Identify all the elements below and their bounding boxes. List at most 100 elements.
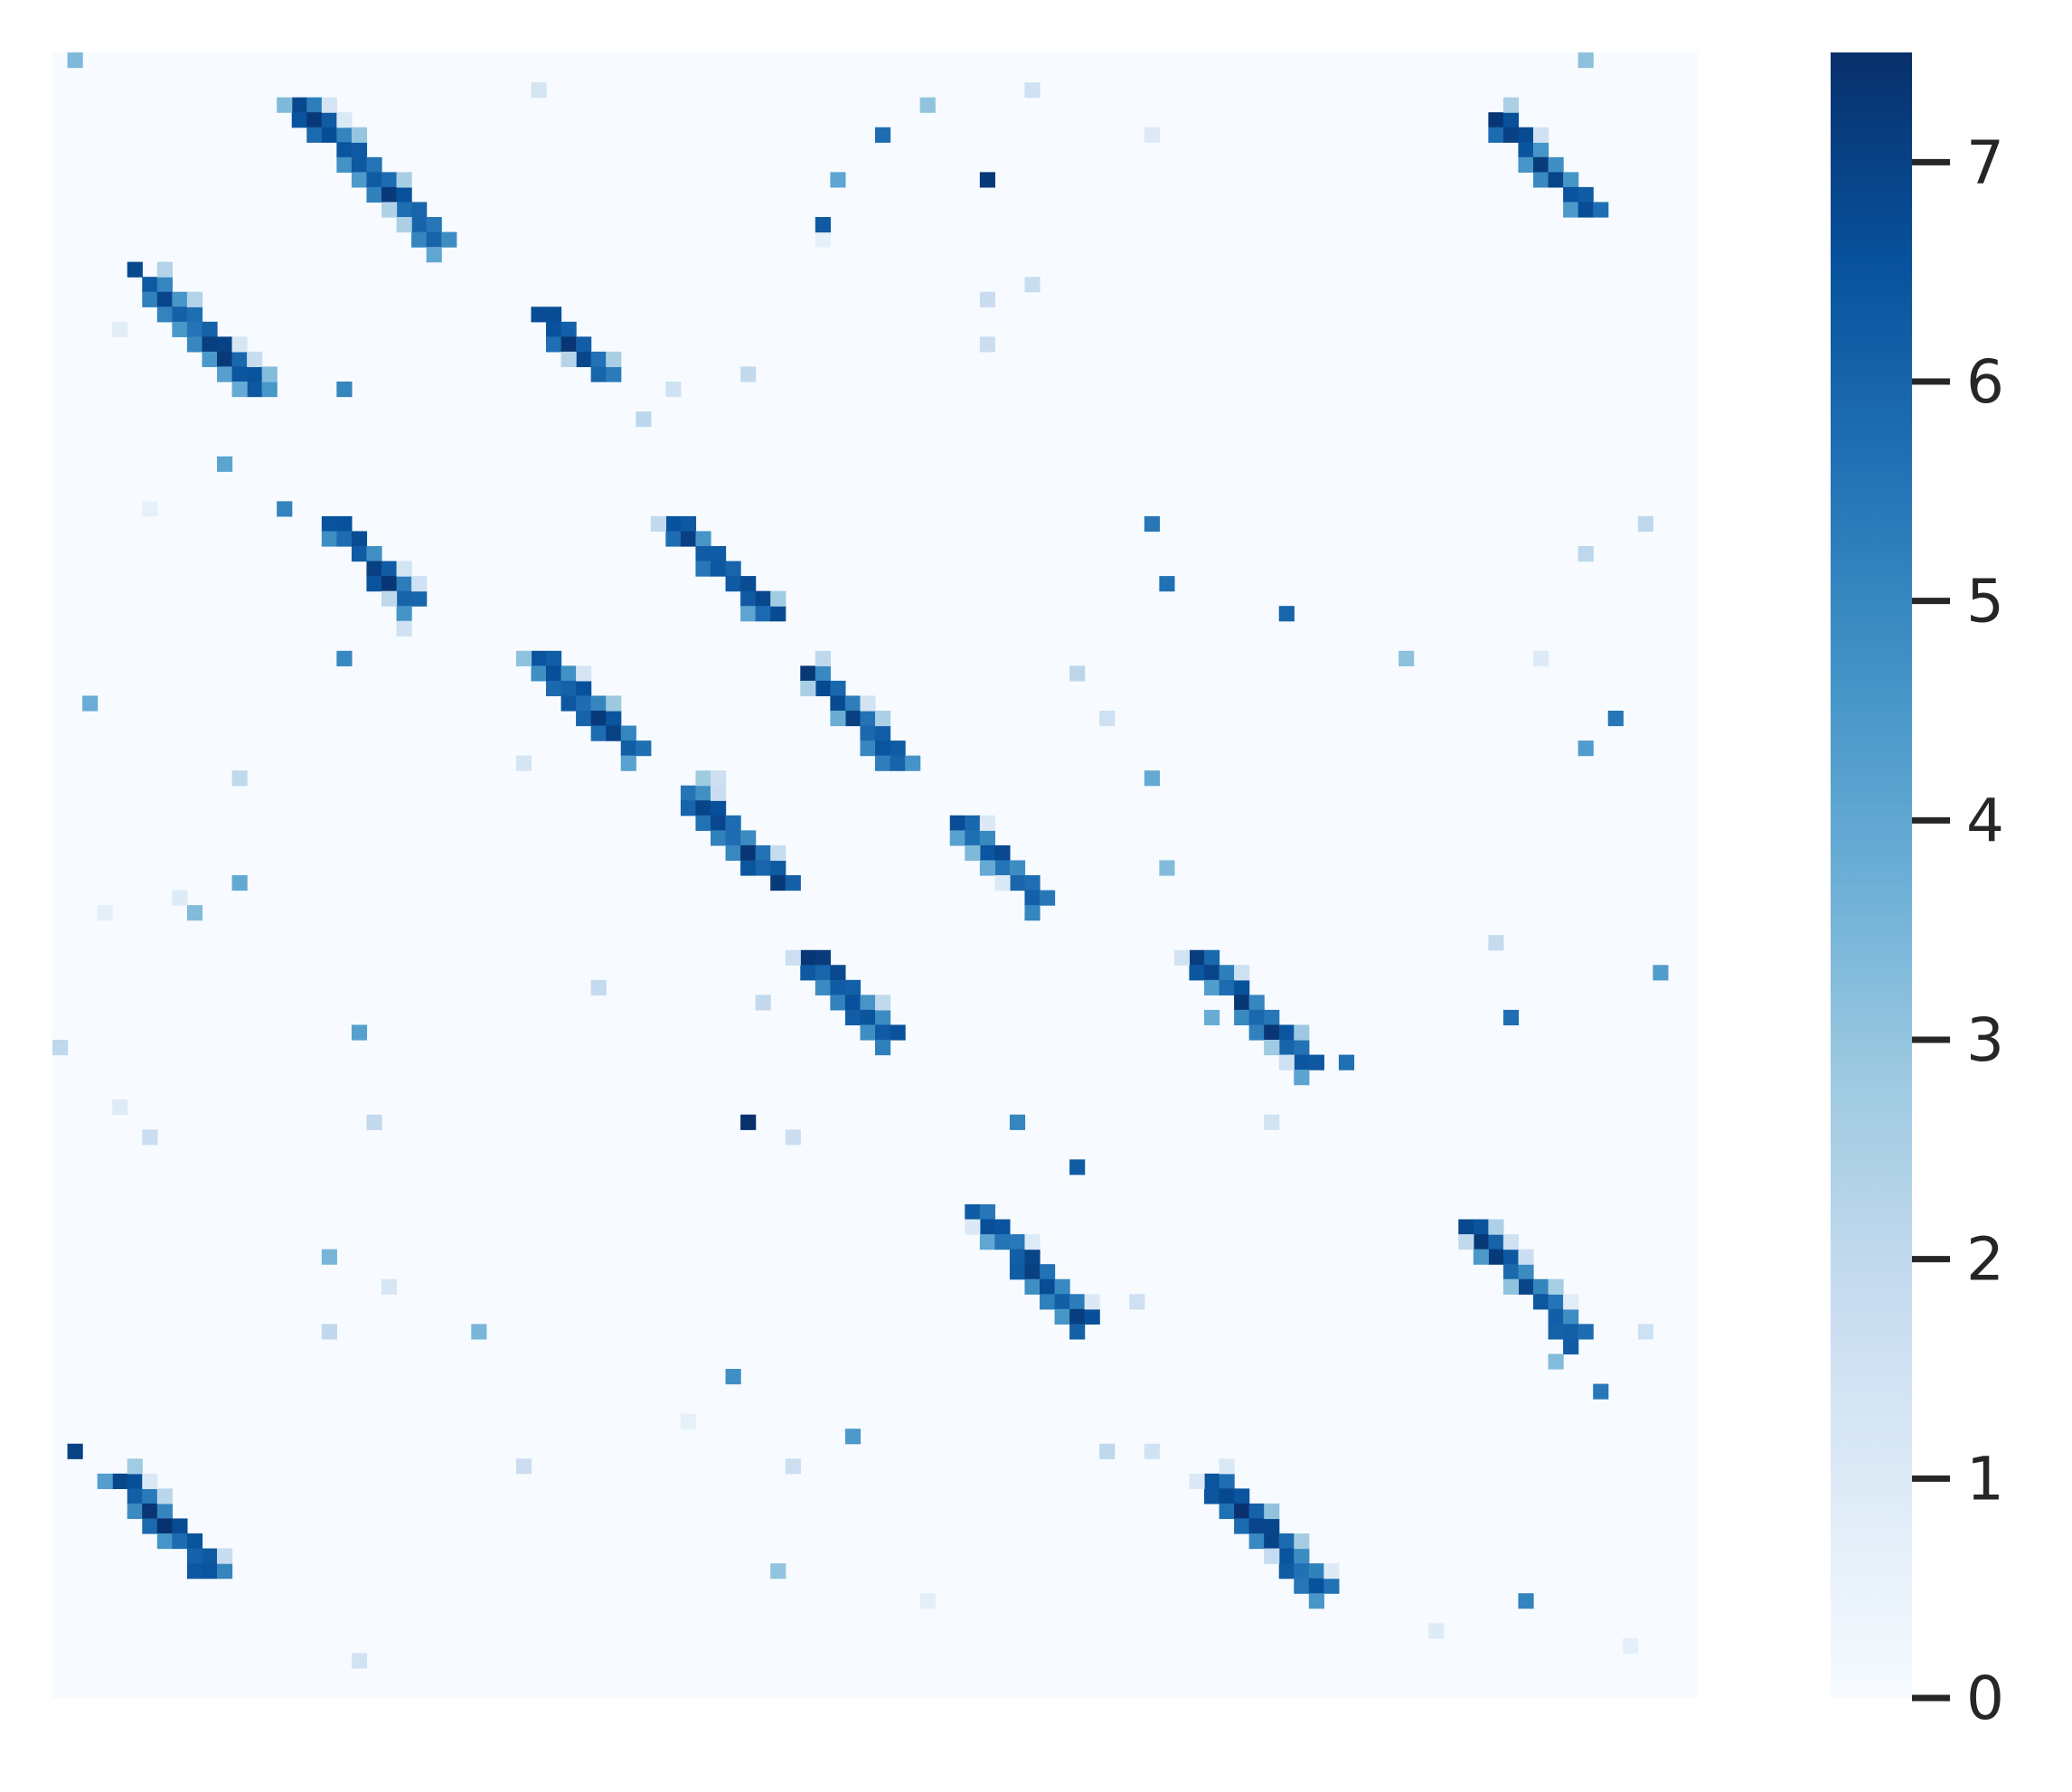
heatmap-cell	[815, 949, 831, 966]
heatmap-cell	[695, 770, 711, 787]
heatmap-cell	[1518, 142, 1534, 158]
heatmap-cell	[860, 1009, 876, 1026]
heatmap-cell	[531, 82, 547, 99]
heatmap-cell	[1578, 202, 1594, 218]
heatmap-cell	[261, 366, 278, 382]
heatmap-cell	[919, 1593, 936, 1609]
heatmap-cell	[576, 665, 592, 682]
heatmap-cell	[1533, 1294, 1549, 1310]
heatmap-cell	[1458, 1234, 1474, 1250]
heatmap-cell	[665, 531, 682, 547]
heatmap-cell	[321, 127, 337, 143]
heatmap-cell	[740, 576, 757, 592]
heatmap-cell	[231, 366, 248, 382]
heatmap-cell	[844, 979, 862, 995]
heatmap-cell	[1009, 1234, 1026, 1250]
heatmap-cell	[650, 515, 666, 533]
heatmap-cells	[52, 52, 1698, 1698]
heatmap-cell	[576, 336, 592, 353]
heatmap-cell	[860, 695, 876, 712]
heatmap-cell	[979, 291, 995, 307]
heatmap-cell	[247, 382, 263, 398]
heatmap-cell	[366, 172, 382, 188]
heatmap-cell	[1533, 127, 1549, 143]
heatmap-cell	[1294, 1040, 1310, 1056]
heatmap-cell	[1488, 1234, 1504, 1250]
heatmap-cell	[1308, 1593, 1324, 1609]
heatmap-cell	[1323, 1563, 1340, 1580]
heatmap-cell	[1533, 142, 1549, 158]
heatmap-cell	[396, 172, 412, 188]
heatmap-cell	[1024, 1264, 1041, 1280]
heatmap-cell	[1204, 1488, 1220, 1504]
heatmap-cell	[1248, 1024, 1265, 1041]
heatmap-cell	[1129, 1294, 1145, 1310]
heatmap-cell	[785, 875, 801, 891]
heatmap-cell	[1502, 1278, 1520, 1295]
heatmap-cell	[1278, 1024, 1295, 1041]
heatmap-cell	[1054, 1308, 1070, 1325]
heatmap-cell	[1308, 1563, 1324, 1580]
heatmap-cell	[546, 650, 562, 666]
heatmap-cell	[680, 515, 697, 533]
heatmap-cell	[336, 127, 353, 143]
colorbar-tick-label: 5	[1966, 567, 2004, 637]
heatmap-cell	[576, 680, 592, 697]
heatmap-cell	[546, 665, 562, 682]
heatmap-cell	[142, 501, 158, 517]
heatmap-cell	[740, 844, 757, 862]
heatmap-cell	[1099, 1443, 1116, 1459]
heatmap-cell	[815, 650, 831, 666]
heatmap-cell	[740, 606, 757, 622]
heatmap-cell	[815, 979, 831, 995]
heatmap-cell	[560, 336, 577, 353]
heatmap-cell	[396, 606, 412, 622]
heatmap-cell	[1623, 1637, 1639, 1654]
heatmap-cell	[261, 382, 278, 398]
heatmap-cell	[1518, 1264, 1534, 1280]
heatmap-cell	[949, 830, 965, 846]
heatmap-cell	[1278, 606, 1295, 622]
heatmap-cell	[590, 711, 607, 727]
heatmap-cell	[515, 650, 532, 666]
heatmap-cell	[1548, 172, 1564, 188]
heatmap-cell	[875, 711, 891, 727]
heatmap-cell	[711, 561, 727, 577]
heatmap-cell	[336, 112, 353, 128]
heatmap-cell	[965, 830, 981, 846]
heatmap-cell	[875, 1040, 891, 1056]
heatmap-cell	[1219, 965, 1235, 981]
heatmap-cell	[830, 680, 846, 697]
heatmap-cell	[979, 860, 995, 876]
heatmap-cell	[247, 366, 263, 382]
heatmap-cell	[576, 695, 592, 712]
heatmap-cell	[1278, 1054, 1295, 1070]
heatmap-cell	[560, 680, 577, 697]
heatmap-cell	[979, 830, 995, 846]
heatmap-cell	[1024, 875, 1041, 891]
heatmap-cell	[1473, 1249, 1489, 1265]
heatmap-cell	[202, 1563, 218, 1580]
heatmap-cell	[979, 815, 995, 831]
heatmap-cell	[905, 755, 921, 771]
heatmap-cell	[740, 366, 757, 382]
heatmap-cell	[1502, 97, 1520, 113]
heatmap-cell	[1248, 1009, 1265, 1026]
heatmap-cell	[1189, 965, 1205, 981]
heatmap-cell	[680, 1413, 697, 1429]
heatmap-cell	[994, 860, 1011, 876]
colorbar-tick-label: 6	[1966, 347, 2004, 417]
heatmap-cell	[1024, 1249, 1041, 1265]
heatmap-cell	[1234, 1503, 1250, 1520]
heatmap-cell	[217, 1548, 233, 1564]
heatmap-cell	[1040, 890, 1056, 906]
heatmap-cell	[381, 172, 398, 188]
heatmap-cell	[1518, 156, 1534, 173]
heatmap-cell	[1234, 1009, 1250, 1026]
heatmap-cell	[426, 217, 442, 233]
heatmap-cell	[860, 740, 876, 757]
heatmap-cell	[711, 770, 727, 787]
heatmap-cell	[1024, 277, 1041, 293]
heatmap-cell	[97, 1473, 113, 1489]
heatmap-cell	[815, 965, 831, 981]
